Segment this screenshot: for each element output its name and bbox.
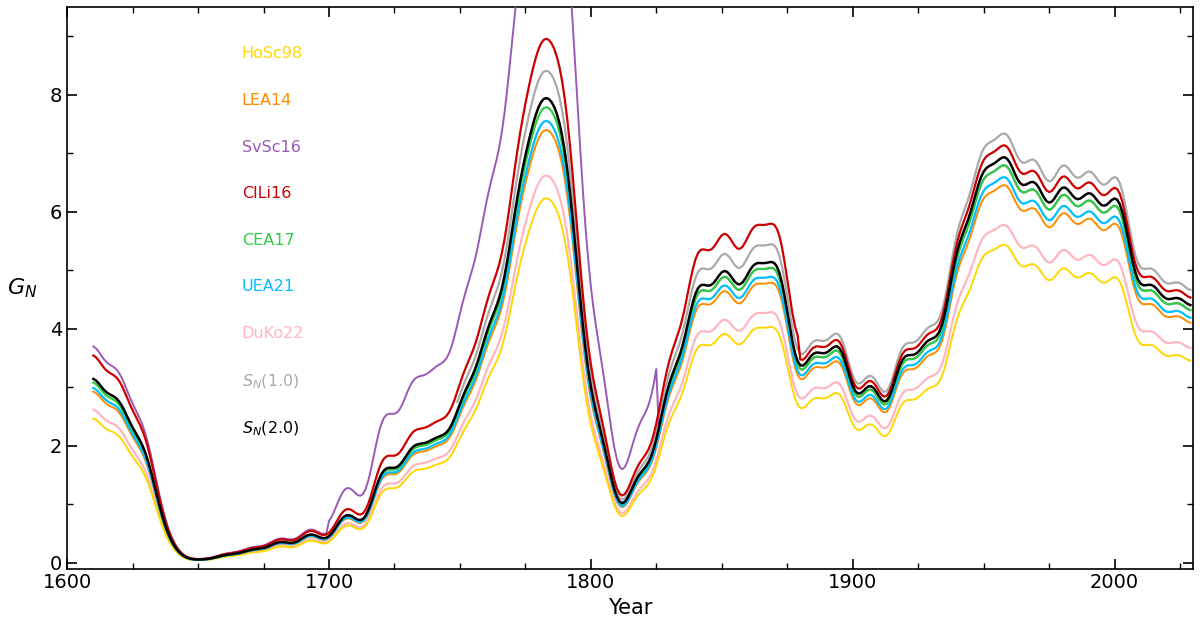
Y-axis label: $G_N$: $G_N$ (7, 276, 37, 299)
Text: UEA21: UEA21 (241, 279, 295, 294)
Text: LEA14: LEA14 (241, 93, 292, 108)
Text: $S_N$(1.0): $S_N$(1.0) (241, 372, 299, 391)
Text: $S_N$(2.0): $S_N$(2.0) (241, 419, 299, 437)
X-axis label: Year: Year (608, 598, 653, 618)
Text: HoSc98: HoSc98 (241, 46, 302, 61)
Text: DuKo22: DuKo22 (241, 326, 304, 341)
Text: ClLi16: ClLi16 (241, 186, 292, 201)
Text: SvSc16: SvSc16 (241, 139, 300, 154)
Text: CEA17: CEA17 (241, 232, 294, 248)
